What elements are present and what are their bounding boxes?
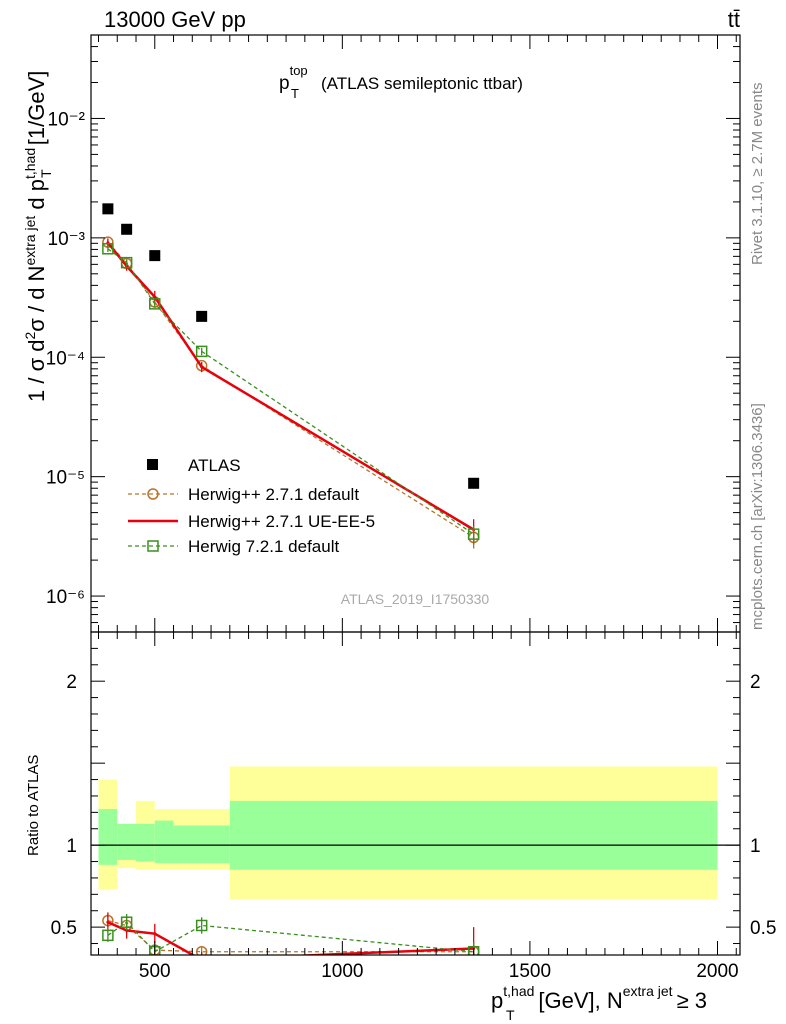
title-main: p bbox=[279, 73, 290, 94]
ratio-herwigpp-ueee5-line bbox=[107, 921, 474, 955]
stat-uncertainty-band bbox=[98, 809, 118, 865]
svg-text:pt,had[GeV], Nextra jet≥ 3: pt,had [GeV], Nextra jet ≥ 3 bbox=[491, 983, 707, 1013]
main-y-tick-label: 10⁻⁴ bbox=[46, 348, 85, 369]
ratio-y-tick-label: 1 bbox=[66, 836, 77, 857]
main-y-tick-label: 10⁻² bbox=[48, 109, 86, 130]
main-y-tick-label: 10⁻³ bbox=[48, 229, 86, 250]
analysis-watermark: ATLAS_2019_I1750330 bbox=[341, 591, 490, 607]
xlabel-sup: t,had bbox=[503, 983, 534, 999]
ratio-herwig7-default-point bbox=[102, 929, 114, 942]
x-axis-label: pt,had [GeV], Nextra jet ≥ 3 T bbox=[491, 983, 707, 1023]
rivet-label: Rivet 3.1.10, ≥ 2.7M events bbox=[749, 83, 766, 266]
atlas-data-point bbox=[121, 223, 133, 235]
xlabel-sup2: extra jet bbox=[623, 983, 673, 999]
ratio-herwig7-default-point bbox=[467, 945, 480, 955]
herwigpp-ueee5-point bbox=[153, 295, 157, 299]
mcplots-label: mcplots.cern.ch [arXiv:1306.3436] bbox=[749, 403, 766, 630]
xlabel-tail: ≥ 3 bbox=[677, 988, 707, 1013]
legend-label-herwig7-default: Herwig 7.2.1 default bbox=[188, 537, 339, 556]
ratio-frame bbox=[90, 631, 741, 956]
main-y-tick-label: 10⁻⁵ bbox=[46, 468, 85, 489]
x-tick-label: 500 bbox=[139, 961, 171, 982]
legend: ATLAS Herwig++ 2.7.1 default Herwig++ 2.… bbox=[128, 456, 375, 556]
ratio-y-tick-label: 2 bbox=[66, 672, 77, 693]
title-sup: top bbox=[290, 63, 308, 78]
main-axes: 10⁻⁶ 10⁻⁵ 10⁻⁴ 10⁻³ 10⁻² bbox=[46, 34, 741, 633]
ratio-herwigpp-ueee5-point bbox=[200, 958, 203, 961]
title-rest: (ATLAS semileptonic ttbar) bbox=[321, 74, 523, 93]
herwig7-default-point bbox=[195, 345, 208, 358]
stat-uncertainty-band bbox=[136, 823, 155, 862]
x-tick-label: 1500 bbox=[509, 961, 551, 982]
herwig7-default-point bbox=[149, 298, 161, 310]
xlabel-sub: T bbox=[506, 1007, 515, 1023]
ratio-y-tick-label-right: 1 bbox=[750, 836, 761, 857]
legend-label-atlas: ATLAS bbox=[188, 456, 241, 475]
main-y-tick-label: 10⁻⁶ bbox=[46, 587, 85, 608]
atlas-data-point bbox=[468, 477, 480, 489]
ratio-y-tick-label-right: 2 bbox=[750, 672, 761, 693]
ratio-herwig7-default-point bbox=[195, 919, 208, 932]
stat-uncertainty-band bbox=[173, 825, 230, 864]
legend-marker-atlas bbox=[147, 459, 158, 470]
herwig7-default-point bbox=[120, 256, 133, 269]
ratio-y-tick-label-right: 0.5 bbox=[750, 918, 776, 939]
ratio-uncertainty-bands bbox=[91, 766, 740, 900]
atlas-data-point bbox=[196, 310, 208, 322]
x-tick-label: 2000 bbox=[696, 961, 738, 982]
ratio-y-axis-label: Ratio to ATLAS bbox=[25, 755, 42, 856]
herwigpp-ueee5-point bbox=[200, 365, 204, 369]
process-label: tt̄ bbox=[728, 7, 740, 32]
ratio-herwigpp-default-point bbox=[195, 945, 208, 955]
stat-uncertainty-band bbox=[229, 800, 718, 870]
energy-label: 13000 GeV pp bbox=[104, 7, 246, 32]
x-tick-label: 1000 bbox=[321, 961, 363, 982]
legend-label-herwigpp-ueee5: Herwig++ 2.7.1 UE-EE-5 bbox=[188, 512, 375, 531]
svg-text:ptop: ptop bbox=[279, 63, 308, 94]
legend-marker-herwigpp-default bbox=[147, 488, 159, 500]
ratio-herwigpp-ueee5-point bbox=[153, 932, 157, 936]
main-series-layer bbox=[102, 203, 480, 549]
herwigpp-default-line bbox=[107, 241, 474, 538]
herwig7-default-point bbox=[467, 528, 480, 540]
ratio-herwigpp-ueee5-point bbox=[106, 920, 110, 924]
ratio-y-tick-label: 0.5 bbox=[51, 918, 77, 939]
atlas-data-point bbox=[102, 203, 114, 215]
legend-marker-herwig7-default bbox=[147, 540, 159, 552]
main-plot-title: ptop T (ATLAS semileptonic ttbar) bbox=[279, 63, 523, 101]
herwig7-default-point bbox=[102, 243, 114, 255]
title-sub: T bbox=[291, 86, 299, 101]
xlabel-main: p bbox=[491, 988, 503, 1013]
ratio-axes: 0.5 0.5 1 1 2 2 500 1000 1500 2000 bbox=[51, 631, 776, 982]
stat-uncertainty-band bbox=[117, 823, 137, 860]
stat-uncertainty-band bbox=[154, 820, 174, 864]
ratio-herwig7-default-point bbox=[120, 916, 133, 928]
ratio-series-layer bbox=[102, 912, 480, 961]
xlabel-unit: [GeV], N bbox=[538, 988, 622, 1013]
atlas-data-point bbox=[149, 250, 161, 262]
legend-label-herwigpp-default: Herwig++ 2.7.1 default bbox=[188, 485, 359, 504]
